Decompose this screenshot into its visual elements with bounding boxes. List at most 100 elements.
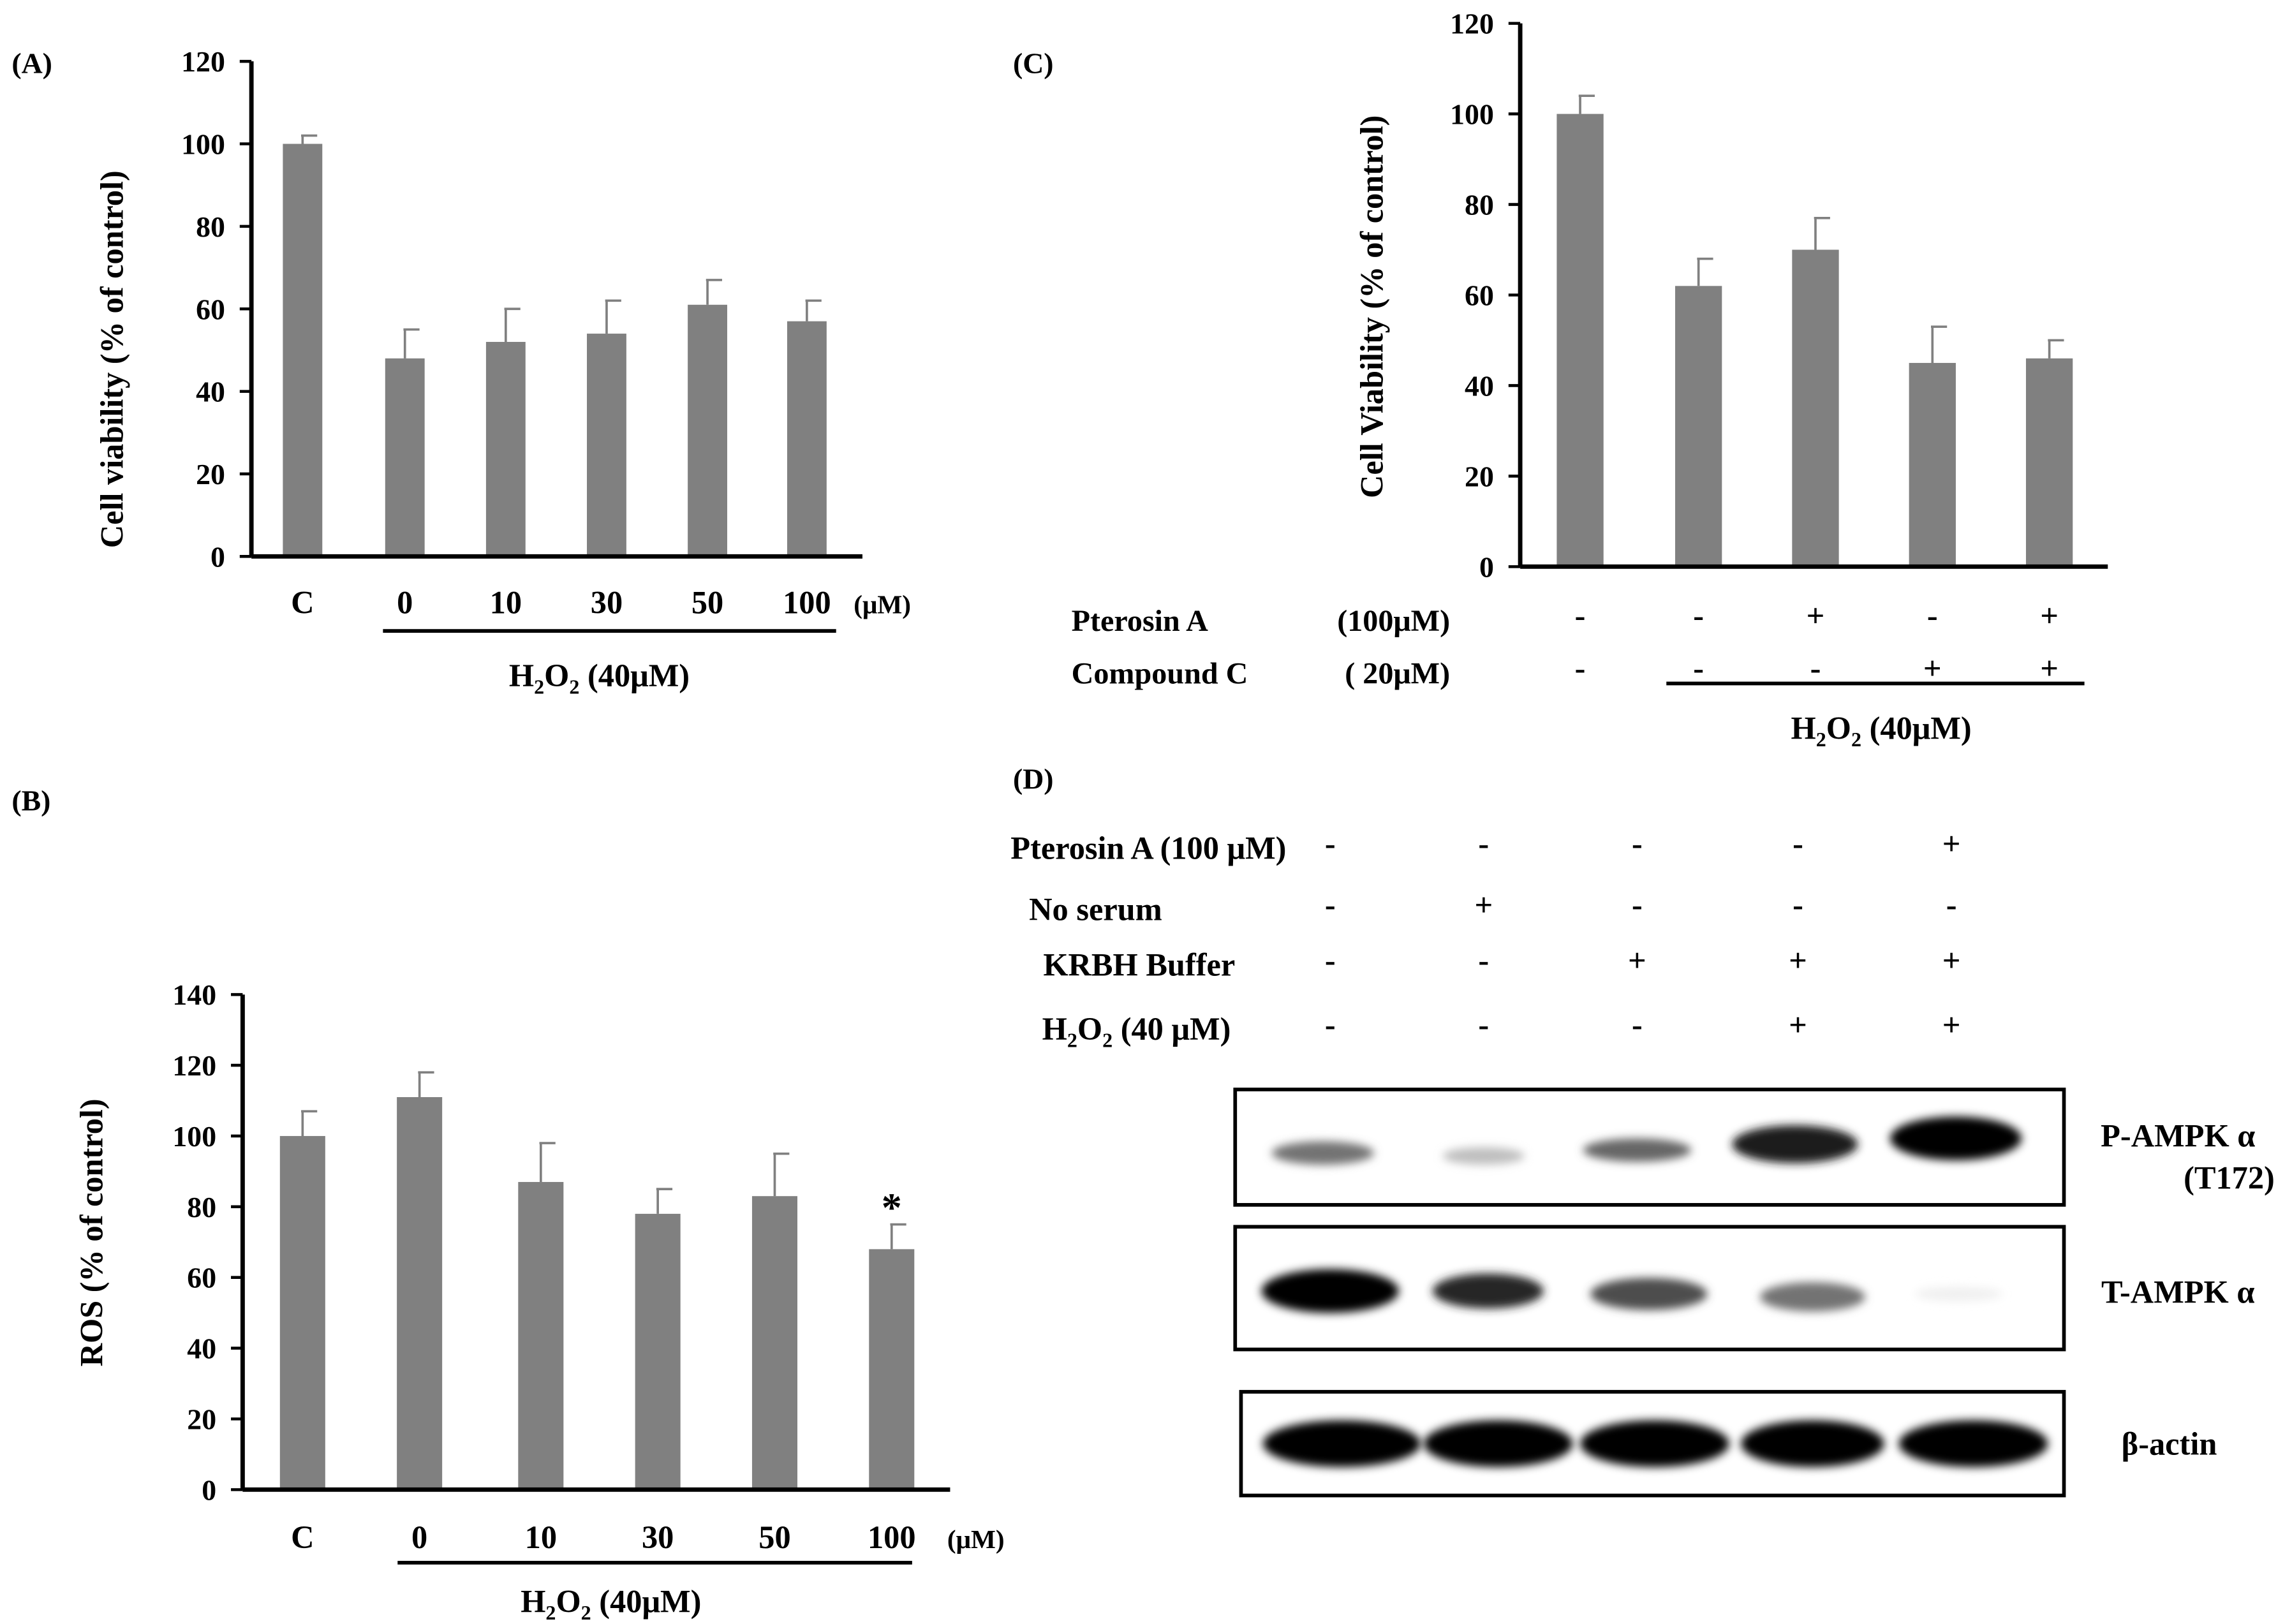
chart-c-condition-mark: - [1575, 598, 1586, 633]
panel-c-label: (C) [1013, 47, 1054, 79]
blot-band [1271, 1141, 1374, 1165]
blot-condition-mark: + [1942, 1007, 1961, 1042]
chart-c-bar [1792, 249, 1839, 567]
chart-b-y-tick-label: 120 [172, 1049, 216, 1082]
chart-b-x-tick-label: 50 [758, 1519, 790, 1555]
chart-c-condition-label: Pterosin A [1072, 604, 1209, 638]
blot-condition-mark: - [1325, 887, 1336, 923]
chart-a-y-tick-label: 0 [211, 540, 225, 573]
blot-condition-label: KRBH Buffer [1043, 947, 1235, 982]
chart-c-condition-mark: - [1575, 651, 1586, 686]
chart-c-y-tick-label: 100 [1450, 98, 1494, 131]
chart-b-x-tick-label: 100 [868, 1519, 916, 1555]
chart-b-significance-mark: * [882, 1185, 902, 1230]
blot-condition-mark: - [1478, 1007, 1489, 1042]
chart-b-error-bar [656, 1188, 673, 1214]
chart-a: 0 20 40 60 80 100 120 C 0 10 30 50 100 Cell viabili… [94, 45, 911, 698]
chart-b-bar [518, 1182, 564, 1490]
panel-b-label: (B) [11, 785, 50, 817]
blot-band [1261, 1269, 1399, 1313]
blot-band [1914, 1287, 2003, 1302]
chart-b-bar [751, 1196, 797, 1490]
chart-b-y-tick-label: 0 [202, 1473, 216, 1506]
chart-c-bar [1556, 114, 1604, 567]
blot-condition-mark: - [1478, 943, 1489, 978]
chart-a-x-tick-label: 50 [691, 585, 723, 621]
chart-a-x-tick-label: 30 [591, 585, 623, 621]
chart-c-y-title: Cell Viability (% of control) [1354, 115, 1390, 498]
chart-a-y-tick-label: 20 [196, 458, 225, 491]
panel-a-label: (A) [11, 47, 52, 79]
chart-b-y-tick-label: 80 [187, 1191, 216, 1223]
chart-a-bar [485, 341, 526, 557]
chart-a-bar [688, 304, 727, 557]
blot-condition-mark: - [1793, 825, 1803, 861]
chart-c-y-tick-label: 60 [1465, 279, 1494, 312]
chart-a-y-tick-label: 60 [196, 293, 225, 325]
chart-b-x-tick-label: 30 [642, 1519, 674, 1555]
chart-c-bar [1909, 362, 1956, 567]
blot-band [1442, 1147, 1525, 1165]
chart-b-bar [397, 1096, 443, 1490]
chart-a-y-tick-label: 40 [196, 376, 225, 408]
blot-condition-mark: + [1942, 825, 1961, 861]
western-blot: Pterosin A (100 μM) - - - - + No serum - + - - - KRB… [1010, 825, 2275, 1498]
blot-condition-mark: + [1789, 1007, 1807, 1042]
blot-band [1262, 1420, 1421, 1467]
blot-row-label: T-AMPK α [2101, 1274, 2254, 1310]
blot-row-sublabel: (T172) [2184, 1160, 2275, 1196]
blot-band [1423, 1420, 1573, 1467]
chart-c-condition-mark: - [1810, 651, 1821, 686]
chart-c-y-tick-label: 40 [1465, 369, 1494, 402]
chart-b-error-bar [539, 1142, 556, 1183]
chart-c-condition-mark: + [2040, 651, 2059, 686]
blot-band [1590, 1278, 1708, 1310]
chart-a-error-bar [706, 279, 722, 305]
chart-c-error-bar [2048, 339, 2064, 358]
chart-a-bar [587, 334, 626, 557]
chart-b-x-tick-label: 10 [525, 1519, 557, 1555]
chart-c-error-bar [1814, 217, 1830, 250]
chart-c-error-bar [1578, 94, 1595, 114]
blot-band [1583, 1138, 1692, 1162]
chart-b-bar [279, 1135, 325, 1490]
chart-b-x-tick-label: C [291, 1519, 314, 1555]
blot-band [1580, 1420, 1729, 1467]
chart-a-x-tick-label: 0 [397, 585, 413, 621]
chart-a-x-tick-label: C [291, 585, 314, 621]
chart-c-condition-mark: + [2040, 598, 2059, 633]
chart-c-y-tick-label: 80 [1465, 189, 1494, 221]
chart-b-error-bar [418, 1071, 434, 1097]
chart-b-y-tick-label: 140 [172, 978, 216, 1011]
blot-condition-label: No serum [1029, 891, 1162, 927]
chart-a-group-label: H2O2 (40μM) [509, 658, 690, 698]
chart-a-x-tick-label: 100 [783, 585, 831, 621]
chart-b-error-bar [773, 1152, 790, 1197]
chart-b-group-label: H2O2 (40μM) [521, 1584, 701, 1624]
chart-b-y-tick-label: 40 [187, 1332, 216, 1365]
blot-condition-mark: - [1793, 887, 1803, 923]
chart-b-bar [635, 1213, 681, 1490]
blot-condition-mark: - [1632, 825, 1643, 861]
blot-band [1889, 1116, 2022, 1161]
chart-c: 0 20 40 60 80 100 120 Pterosin A (100μM) - - + - + Co… [1072, 8, 2108, 751]
chart-c-y-tick-label: 120 [1450, 8, 1494, 40]
chart-c-condition-mark: - [1693, 651, 1704, 686]
chart-b-y-tick-label: 100 [172, 1120, 216, 1153]
blot-condition-mark: - [1325, 825, 1336, 861]
chart-a-bar [385, 358, 425, 557]
blot-row-label: β-actin [2122, 1426, 2217, 1461]
chart-c-condition-mark: + [1923, 651, 1942, 686]
chart-a-y-tick-label: 80 [196, 210, 225, 243]
blot-condition-mark: - [1325, 943, 1336, 978]
chart-b-y-title: ROS (% of control) [73, 1098, 109, 1366]
chart-c-condition-mark: - [1927, 598, 1938, 633]
chart-c-condition-mark: - [1693, 598, 1704, 633]
blot-condition-mark: - [1632, 1007, 1643, 1042]
chart-a-x-tick-label: 10 [490, 585, 522, 621]
chart-a-bar [787, 321, 827, 557]
chart-a-bar [283, 144, 323, 557]
blot-condition-mark: + [1474, 887, 1493, 923]
blot-condition-label: H2O2 (40 μM) [1042, 1011, 1231, 1051]
